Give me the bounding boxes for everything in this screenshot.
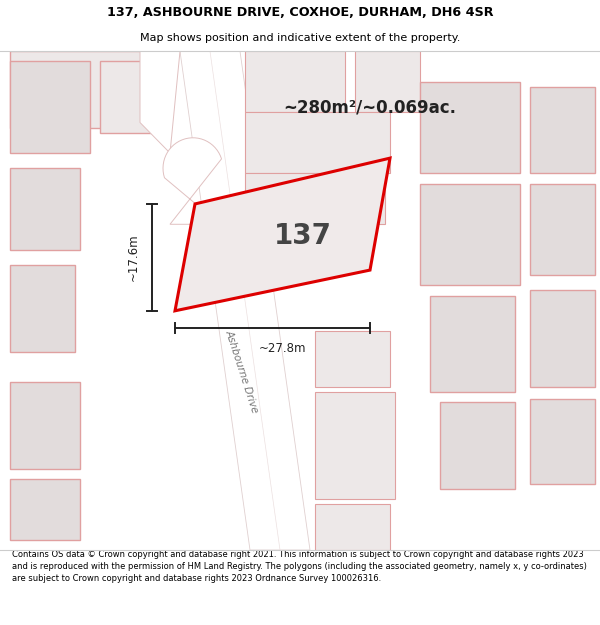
Polygon shape — [530, 87, 595, 173]
Polygon shape — [10, 265, 75, 351]
Polygon shape — [10, 168, 80, 250]
Polygon shape — [180, 51, 310, 550]
Polygon shape — [10, 382, 80, 469]
Text: Map shows position and indicative extent of the property.: Map shows position and indicative extent… — [140, 33, 460, 44]
Polygon shape — [245, 112, 390, 173]
Polygon shape — [140, 51, 180, 153]
Text: 137, ASHBOURNE DRIVE, COXHOE, DURHAM, DH6 4SR: 137, ASHBOURNE DRIVE, COXHOE, DURHAM, DH… — [107, 6, 493, 19]
Polygon shape — [315, 331, 390, 387]
Polygon shape — [100, 61, 160, 132]
Polygon shape — [10, 51, 170, 127]
Polygon shape — [530, 184, 595, 275]
Text: Contains OS data © Crown copyright and database right 2021. This information is : Contains OS data © Crown copyright and d… — [12, 550, 587, 582]
Polygon shape — [10, 479, 80, 540]
Polygon shape — [530, 399, 595, 484]
Polygon shape — [163, 138, 221, 224]
Text: 137: 137 — [274, 222, 331, 250]
Polygon shape — [245, 51, 345, 112]
Polygon shape — [420, 82, 520, 173]
Polygon shape — [355, 51, 420, 112]
Polygon shape — [430, 296, 515, 392]
Text: Ashbourne Drive: Ashbourne Drive — [224, 329, 260, 415]
Polygon shape — [245, 173, 385, 224]
Polygon shape — [175, 158, 390, 311]
Polygon shape — [530, 291, 595, 387]
Polygon shape — [420, 184, 520, 286]
Text: ~27.8m: ~27.8m — [259, 342, 306, 356]
Polygon shape — [10, 61, 90, 153]
Text: ~17.6m: ~17.6m — [127, 234, 140, 281]
Polygon shape — [315, 392, 395, 499]
Polygon shape — [315, 504, 390, 550]
Text: ~280m²/~0.069ac.: ~280m²/~0.069ac. — [284, 98, 457, 116]
Polygon shape — [440, 402, 515, 489]
